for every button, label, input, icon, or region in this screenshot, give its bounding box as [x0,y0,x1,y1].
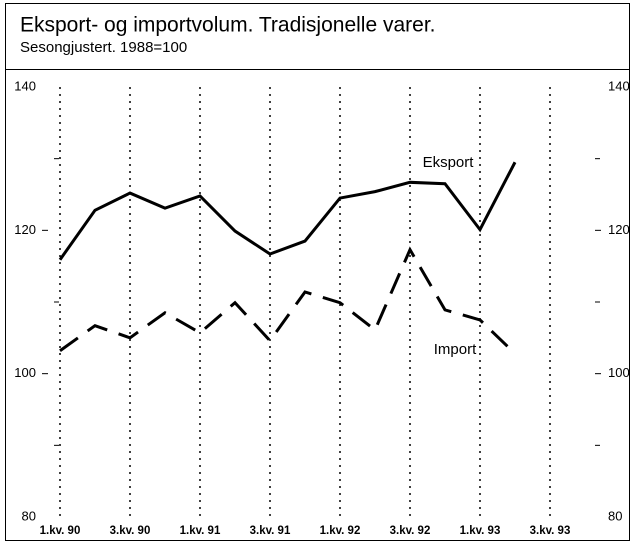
y2-tick-label: 80 [608,508,622,523]
y2-tick-label: 140 [608,78,630,93]
frame [5,3,630,541]
y2-tick-label: 100 [608,365,630,380]
x-tick-label: 3.kv. 91 [250,525,291,537]
x-tick-label: 3.kv. 92 [390,525,431,537]
chart-subtitle: Sesongjustert. 1988=100 [20,39,187,56]
y-tick-label: 140 [14,78,36,93]
y-tick-label: 100 [14,365,36,380]
series-label: Eksport [423,154,475,171]
x-tick-label: 3.kv. 90 [110,525,151,537]
x-tick-label: 1.kv. 90 [40,525,81,537]
series-label: Import [434,341,477,358]
y2-tick-label: 120 [608,222,630,237]
series-line [58,161,517,261]
x-tick-label: 1.kv. 91 [180,525,221,537]
y-tick-label: 80 [22,508,36,523]
y-tick-label: 120 [14,222,36,237]
x-tick-label: 3.kv. 93 [530,525,571,537]
chart-title: Eksport- og importvolum. Tradisjonelle v… [20,14,436,37]
x-tick-label: 1.kv. 92 [320,525,361,537]
series-line [59,246,517,355]
x-tick-label: 1.kv. 93 [460,525,501,537]
